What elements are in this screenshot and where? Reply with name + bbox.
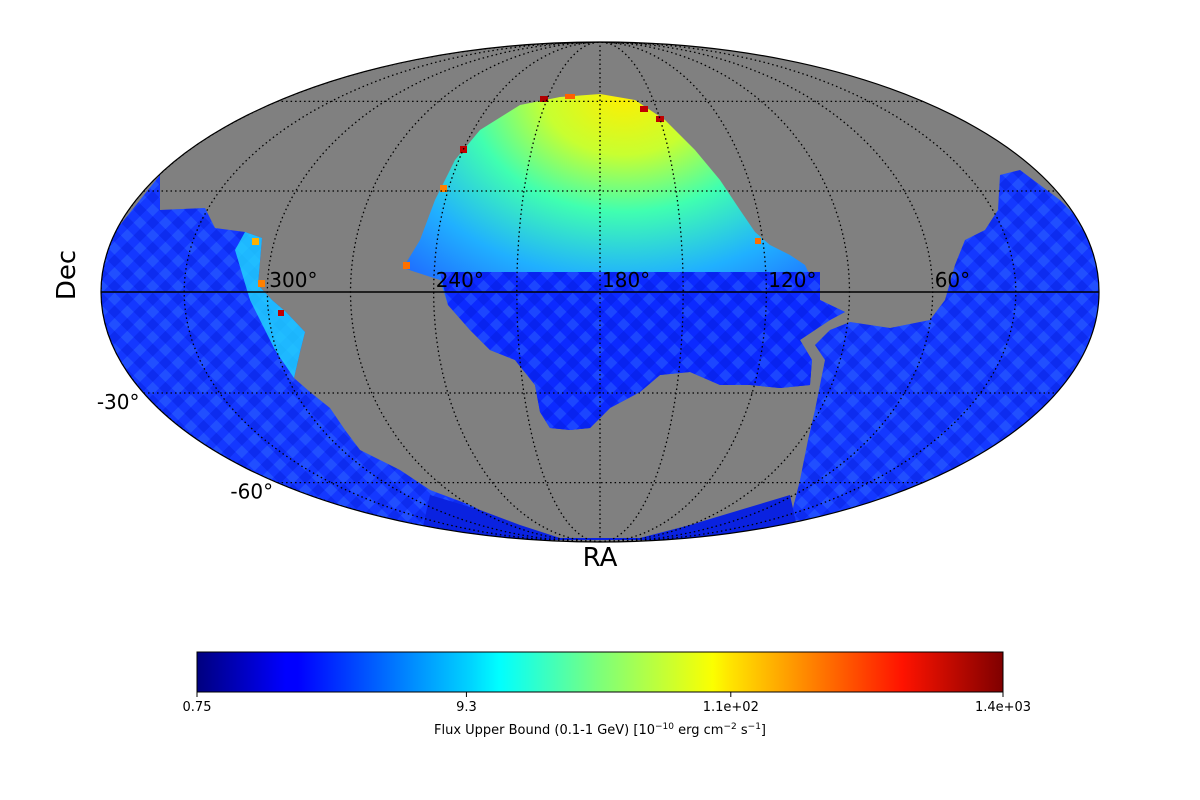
colorbar-tick-label: 0.75	[182, 700, 212, 715]
colorbar-tick-label: 1.1e+02	[702, 700, 759, 715]
coverage-west-bright-edge	[235, 232, 305, 378]
dec-tick-label: -60°	[230, 480, 273, 504]
coverage-north-mottle	[440, 272, 845, 430]
y-axis-label: Dec	[52, 250, 82, 300]
dec-tick-label: -30°	[97, 390, 140, 414]
colorbar-tick-label: 9.3	[456, 700, 477, 715]
map-outline	[100, 41, 1100, 543]
meridian-line	[433, 42, 601, 542]
colorbar-ticks	[196, 692, 1004, 697]
colorbar-label: Flux Upper Bound (0.1-1 GeV) [10−10 erg …	[433, 722, 767, 738]
x-axis-label: RA	[583, 543, 618, 573]
ra-tick-label: 120°	[768, 268, 816, 292]
colorbar	[196, 651, 1004, 693]
ra-tick-labels: 300° 240° 180° 120° 60°	[269, 268, 970, 292]
ra-tick-label: 180°	[602, 268, 650, 292]
meridian-line	[599, 42, 767, 542]
ra-tick-label: 240°	[436, 268, 484, 292]
coverage-south-band	[420, 495, 800, 540]
ra-tick-label: 60°	[935, 268, 970, 292]
dec-tick-labels: -30° -60°	[97, 390, 273, 504]
colorbar-tick-label: 1.4e+03	[974, 700, 1032, 715]
ra-tick-label: 300°	[269, 268, 317, 292]
